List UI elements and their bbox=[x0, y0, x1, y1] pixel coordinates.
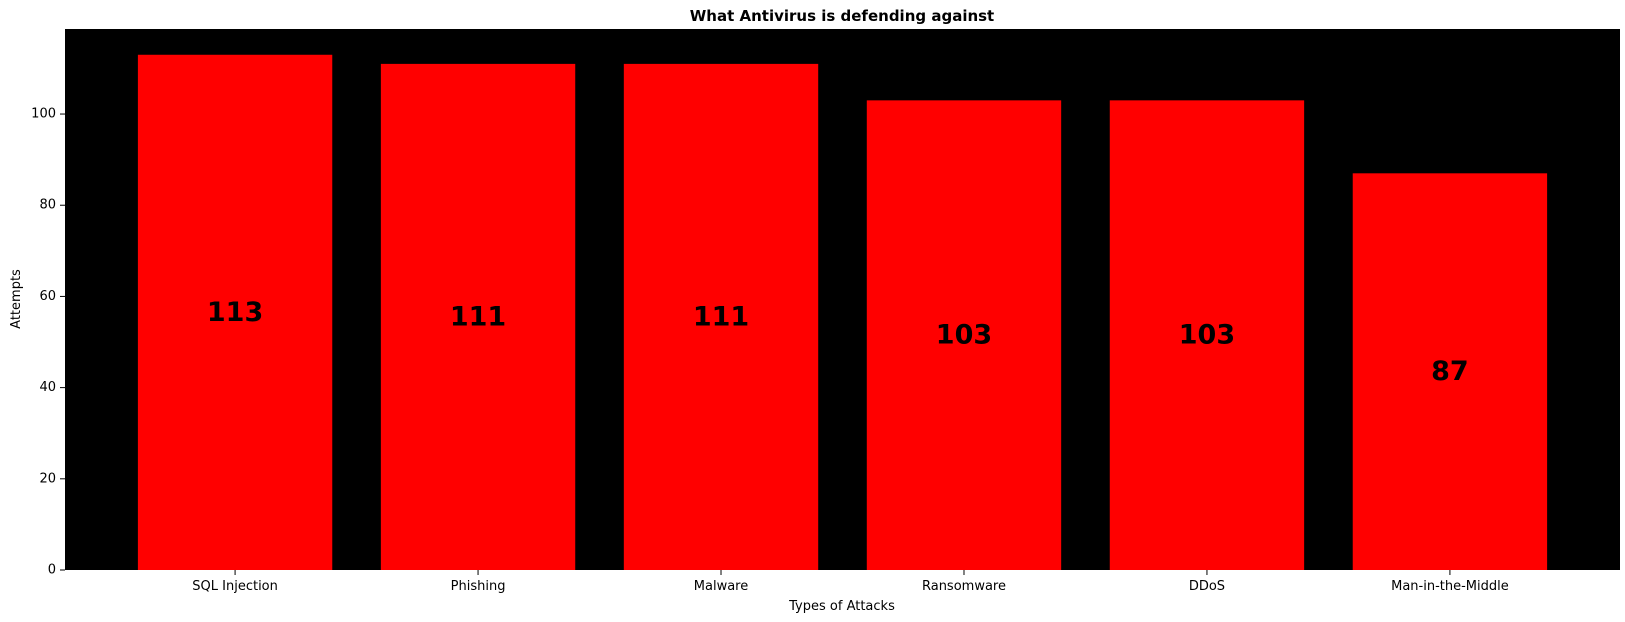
bar bbox=[137, 54, 333, 571]
bar bbox=[623, 63, 819, 570]
bar bbox=[866, 100, 1062, 570]
bar-value-label: 103 bbox=[936, 320, 992, 351]
x-tick-label: Phishing bbox=[451, 579, 506, 594]
x-tick-label: Man-in-the-Middle bbox=[1391, 579, 1509, 594]
x-axis-title: Types of Attacks bbox=[788, 599, 895, 614]
y-tick-label: 100 bbox=[31, 107, 56, 122]
x-tick-label: Malware bbox=[694, 579, 748, 594]
y-tick-label: 40 bbox=[39, 380, 56, 395]
bar bbox=[1352, 173, 1548, 570]
y-tick-label: 60 bbox=[39, 289, 56, 304]
x-tick-label: SQL Injection bbox=[192, 579, 278, 594]
chart-title: What Antivirus is defending against bbox=[690, 7, 994, 25]
value-labels-group: 113 111 111 103 103 87 bbox=[207, 297, 1469, 387]
x-tick-label: Ransomware bbox=[922, 579, 1006, 594]
bar bbox=[1109, 100, 1305, 570]
bar-value-label: 111 bbox=[450, 301, 506, 332]
bar bbox=[380, 63, 576, 570]
y-tick-label: 0 bbox=[48, 563, 56, 578]
y-axis: 0 20 40 60 80 100 bbox=[31, 107, 65, 578]
y-tick-label: 20 bbox=[39, 471, 56, 486]
y-axis-title: Attempts bbox=[9, 269, 24, 329]
bar-value-label: 111 bbox=[693, 301, 749, 332]
bar-value-label: 87 bbox=[1431, 356, 1469, 387]
y-tick-label: 80 bbox=[39, 198, 56, 213]
bar-value-label: 113 bbox=[207, 297, 263, 328]
bar-value-label: 103 bbox=[1179, 320, 1235, 351]
x-axis: SQL Injection Phishing Malware Ransomware DD… bbox=[192, 570, 1509, 594]
x-tick-label: DDoS bbox=[1189, 579, 1225, 594]
bars-group bbox=[137, 54, 1548, 571]
